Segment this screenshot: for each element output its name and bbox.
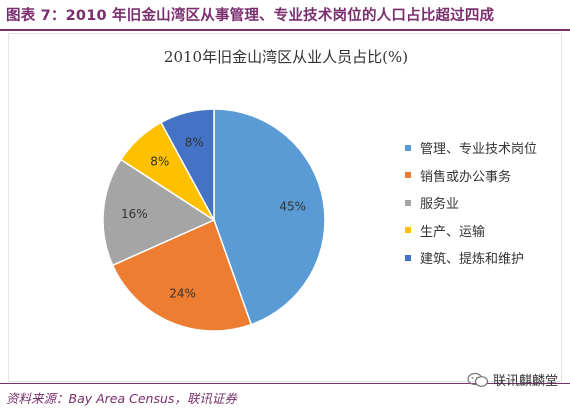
source-note: 资料来源：Bay Area Census，联讯证券	[6, 391, 237, 406]
slice-data-label: 16%	[121, 207, 148, 221]
figure-title: 图表 7：2010 年旧金山湾区从事管理、专业技术岗位的人口占比超过四成	[6, 8, 495, 24]
slice-data-label: 8%	[150, 154, 169, 168]
legend-item: 生产、运输	[405, 217, 537, 245]
slice-data-label: 45%	[279, 199, 306, 213]
legend-swatch	[405, 172, 411, 179]
legend-label: 销售或办公事务	[420, 169, 512, 185]
brand-text: 联讯麒麟堂	[492, 374, 558, 389]
legend-swatch	[405, 144, 411, 151]
slice-data-label: 8%	[185, 136, 204, 150]
pie-slice	[102, 158, 216, 267]
legend-item: 建筑、提炼和维护	[405, 244, 537, 272]
slice-data-label: 24%	[169, 286, 196, 300]
legend-item: 服务业	[405, 189, 537, 217]
legend-item: 管理、专业技术岗位	[405, 134, 537, 162]
pie-slice	[213, 108, 326, 326]
brand-watermark: 联讯麒麟堂	[467, 370, 558, 389]
bottom-rule	[0, 383, 570, 384]
top-rule	[0, 29, 570, 31]
legend-label: 生产、运输	[420, 224, 486, 240]
legend-label: 管理、专业技术岗位	[420, 142, 538, 158]
chart-title: 2010年旧金山湾区从业人员占比(%)	[163, 48, 409, 66]
pie-chart: 45% 24% 16% 8% 8%	[102, 108, 326, 332]
legend-label: 服务业	[420, 197, 460, 213]
legend-label: 建筑、提炼和维护	[420, 252, 525, 268]
chart-panel: 2010年旧金山湾区从业人员占比(%) 45% 24% 16% 8% 8% 管理、专业技…	[8, 33, 562, 382]
legend-swatch	[405, 254, 411, 261]
pie-slice	[159, 108, 215, 221]
legend-swatch	[405, 199, 411, 206]
pie-slice	[111, 218, 253, 332]
legend-swatch	[405, 227, 411, 234]
legend-item: 销售或办公事务	[405, 162, 537, 190]
wechat-icon	[467, 372, 489, 387]
chart-legend: 管理、专业技术岗位 销售或办公事务 服务业生产、运输建筑、提炼和维护	[405, 134, 537, 272]
